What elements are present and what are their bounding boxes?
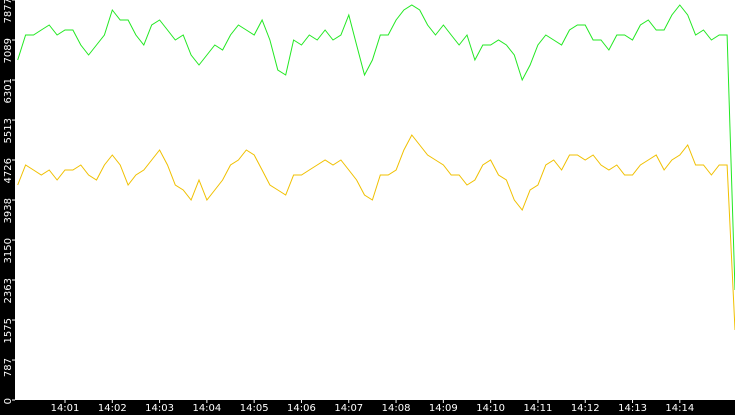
y-tick-label: 2363 xyxy=(3,278,14,303)
line-series xyxy=(17,134,735,331)
x-tick-label: 14:07 xyxy=(334,403,363,414)
y-tick-label: 6301 xyxy=(3,78,14,103)
x-tick-label: 14:12 xyxy=(571,403,600,414)
y-tick-label: 3938 xyxy=(3,198,14,223)
x-tick-label: 14:10 xyxy=(476,403,505,414)
x-tick-label: 14:14 xyxy=(665,403,694,414)
x-axis-strip xyxy=(0,400,735,415)
x-tick-label: 14:11 xyxy=(524,403,553,414)
y-tick-label: 787 xyxy=(3,358,14,377)
y-tick-label: 7877 xyxy=(3,0,14,23)
x-tick-label: 14:01 xyxy=(51,403,80,414)
line-series xyxy=(17,4,735,291)
y-tick-label: 1575 xyxy=(3,318,14,343)
y-tick-label: 0 xyxy=(3,398,14,404)
y-tick-label: 5513 xyxy=(3,118,14,143)
x-tick-label: 14:04 xyxy=(192,403,221,414)
x-tick-label: 14:03 xyxy=(145,403,174,414)
x-tick-label: 14:08 xyxy=(382,403,411,414)
y-axis-strip xyxy=(0,0,15,415)
x-tick-label: 14:05 xyxy=(240,403,269,414)
x-tick-label: 14:02 xyxy=(98,403,127,414)
x-tick-label: 14:06 xyxy=(287,403,316,414)
y-tick-label: 3150 xyxy=(3,238,14,263)
x-tick-label: 14:13 xyxy=(618,403,647,414)
y-tick-label: 7089 xyxy=(3,38,14,63)
y-tick-label: 4726 xyxy=(3,158,14,183)
x-tick-label: 14:09 xyxy=(429,403,458,414)
